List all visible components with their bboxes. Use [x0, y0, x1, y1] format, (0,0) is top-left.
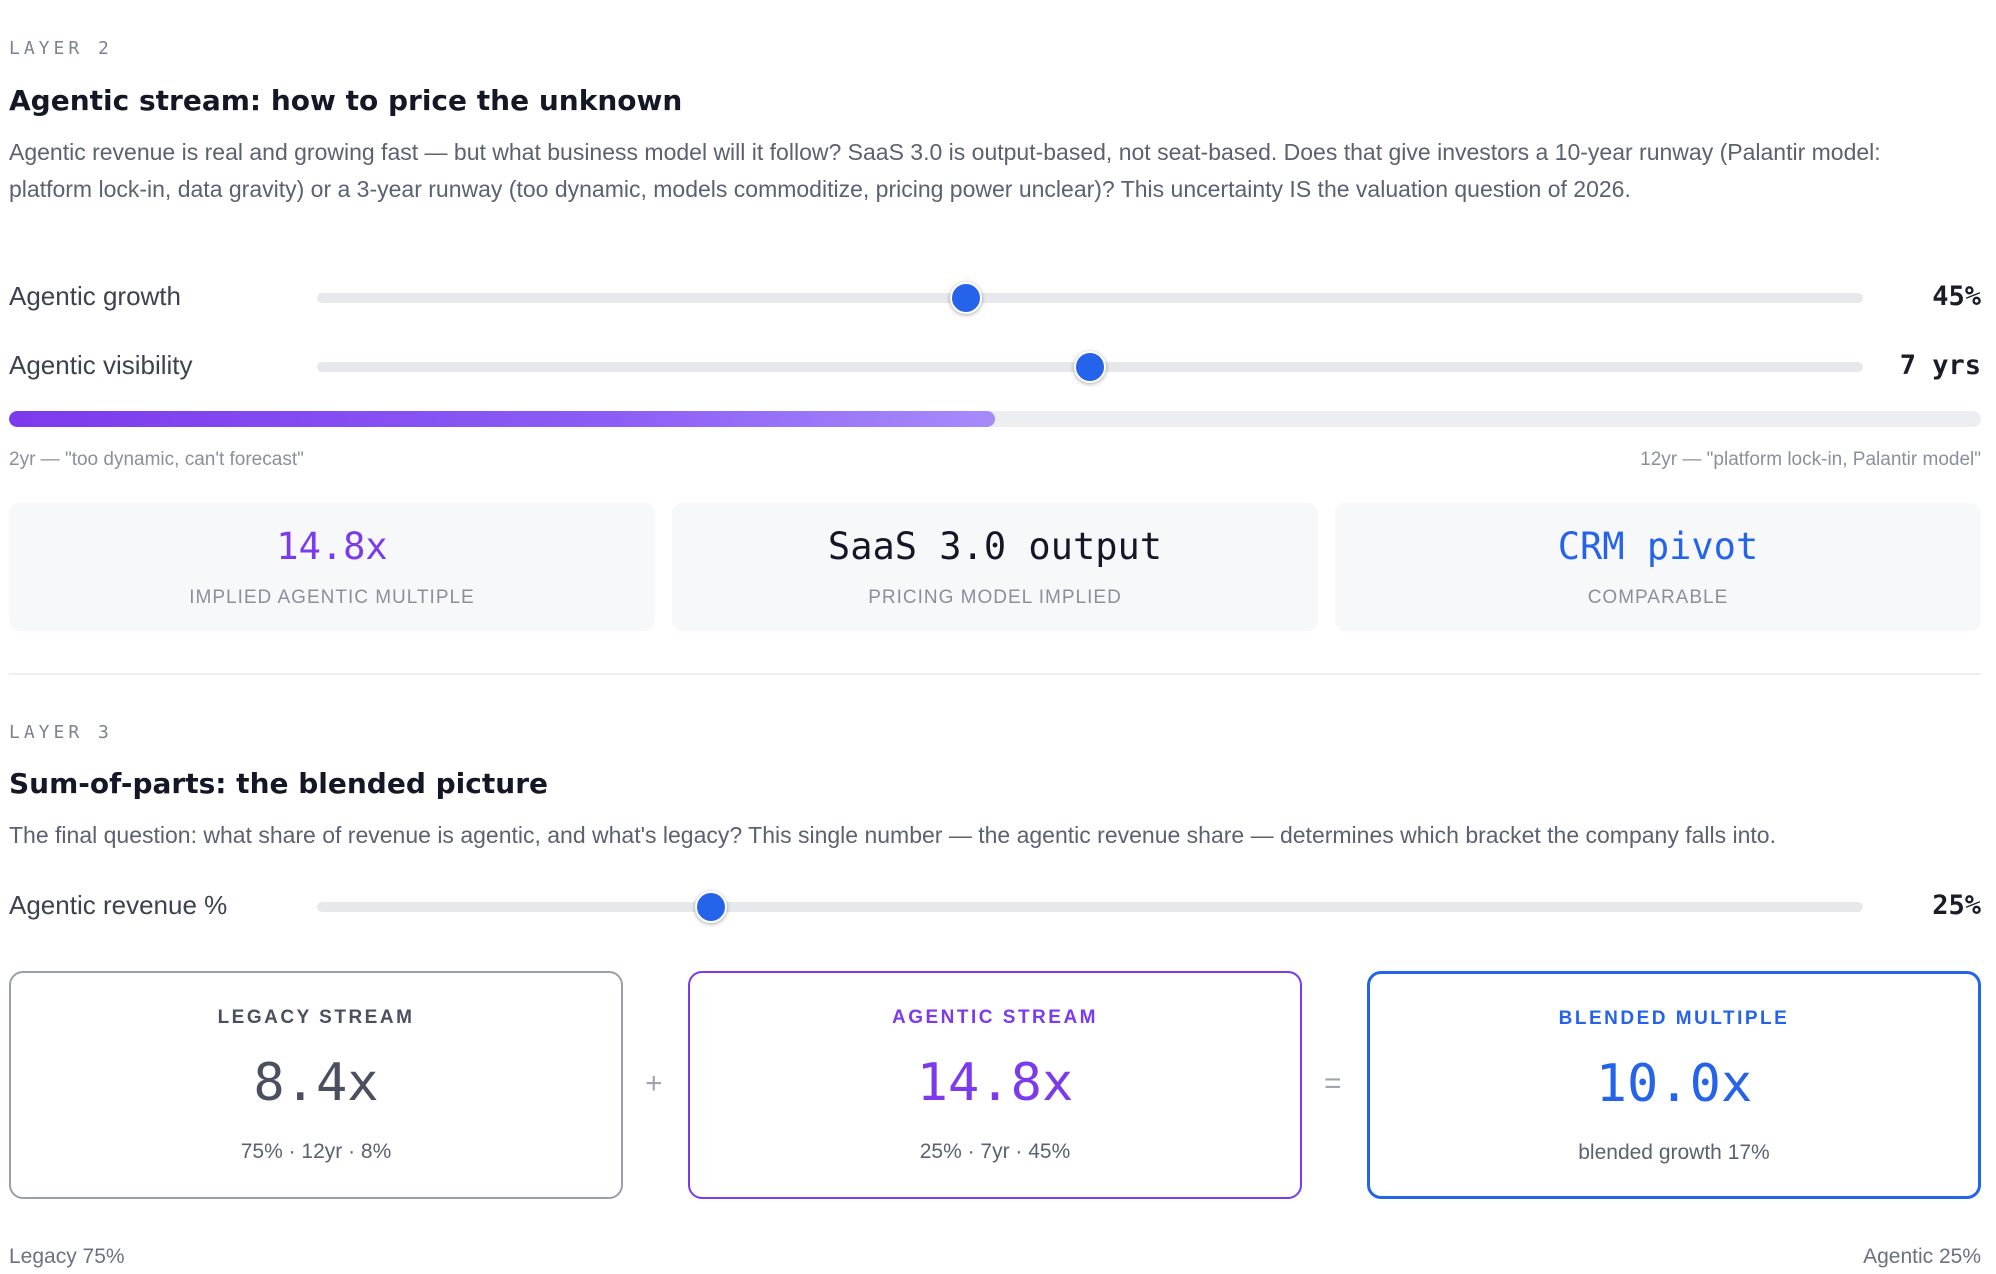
agentic-revenue-thumb[interactable] — [695, 891, 728, 923]
agentic-visibility-label: Agentic visibility — [9, 350, 193, 380]
agentic-revenue-slider-row: Agentic revenue % 25% — [9, 884, 1981, 928]
comparable-caption: COMPARABLE — [1587, 587, 1729, 608]
equals-operator: = — [1324, 1067, 1342, 1100]
layer2-title: Agentic stream: how to price the unknown — [9, 84, 683, 117]
pricing-model-value: SaaS 3.0 output — [827, 525, 1163, 568]
agentic-growth-slider-row: Agentic growth 45% — [9, 275, 1981, 319]
agentic-growth-track[interactable] — [317, 282, 1863, 314]
agentic-share-label: Agentic 25% — [1863, 1245, 1981, 1268]
agentic-stream-title: AGENTIC STREAM — [892, 1007, 1098, 1028]
legacy-stream-details: 75% · 12yr · 8% — [240, 1140, 392, 1163]
agentic-visibility-track[interactable] — [317, 351, 1863, 383]
visibility-progress-fill — [9, 411, 995, 427]
agentic-revenue-value: 25% — [1932, 890, 1981, 921]
implied-multiple-caption: IMPLIED AGENTIC MULTIPLE — [189, 587, 475, 608]
agentic-growth-label: Agentic growth — [9, 281, 181, 311]
blended-multiple-value: 10.0x — [1595, 1054, 1753, 1114]
visibility-range-max: 12yr — "platform lock-in, Palantir model… — [1640, 449, 1981, 470]
agentic-visibility-slider-row: Agentic visibility 7 yrs — [9, 344, 1981, 388]
legacy-stream-value: 8.4x — [253, 1053, 379, 1113]
layer3-description: The final question: what share of revenu… — [9, 822, 1776, 848]
layer2-description: Agentic revenue is real and growing fast… — [9, 139, 1881, 202]
legacy-stream-title: LEGACY STREAM — [217, 1007, 415, 1028]
plus-operator: + — [645, 1067, 663, 1100]
section-divider — [9, 673, 1981, 675]
blended-multiple-card: BLENDED MULTIPLE 10.0x blended growth 17… — [1367, 971, 1981, 1199]
pricing-model-caption: PRICING MODEL IMPLIED — [868, 587, 1122, 608]
agentic-growth-value: 45% — [1932, 281, 1981, 312]
agentic-visibility-thumb[interactable] — [1074, 351, 1106, 383]
agentic-stream-value: 14.8x — [916, 1053, 1074, 1113]
agentic-stream-card: AGENTIC STREAM 14.8x 25% · 7yr · 45% — [688, 971, 1302, 1199]
agentic-stream-details: 25% · 7yr · 45% — [919, 1140, 1071, 1163]
implied-multiple-card: 14.8x IMPLIED AGENTIC MULTIPLE — [9, 503, 655, 631]
agentic-revenue-label: Agentic revenue % — [9, 890, 228, 920]
layer3-eyebrow: LAYER 3 — [9, 722, 113, 743]
visibility-progress-bar — [9, 411, 1981, 427]
agentic-growth-thumb[interactable] — [950, 282, 983, 314]
comparable-value: CRM pivot — [1557, 525, 1759, 568]
layer3-title: Sum-of-parts: the blended picture — [9, 767, 548, 800]
legacy-share-label: Legacy 75% — [9, 1245, 125, 1268]
blended-multiple-title: BLENDED MULTIPLE — [1558, 1008, 1790, 1029]
legacy-stream-card: LEGACY STREAM 8.4x 75% · 12yr · 8% — [9, 971, 623, 1199]
blended-growth-details: blended growth 17% — [1578, 1141, 1770, 1164]
layer2-eyebrow: LAYER 2 — [9, 38, 113, 59]
agentic-visibility-value: 7 yrs — [1899, 350, 1981, 381]
pricing-model-card: SaaS 3.0 output PRICING MODEL IMPLIED — [672, 503, 1318, 631]
implied-multiple-value: 14.8x — [276, 525, 388, 568]
visibility-range-min: 2yr — "too dynamic, can't forecast" — [9, 449, 304, 470]
agentic-revenue-track[interactable] — [317, 891, 1863, 923]
comparable-card: CRM pivot COMPARABLE — [1335, 503, 1981, 631]
